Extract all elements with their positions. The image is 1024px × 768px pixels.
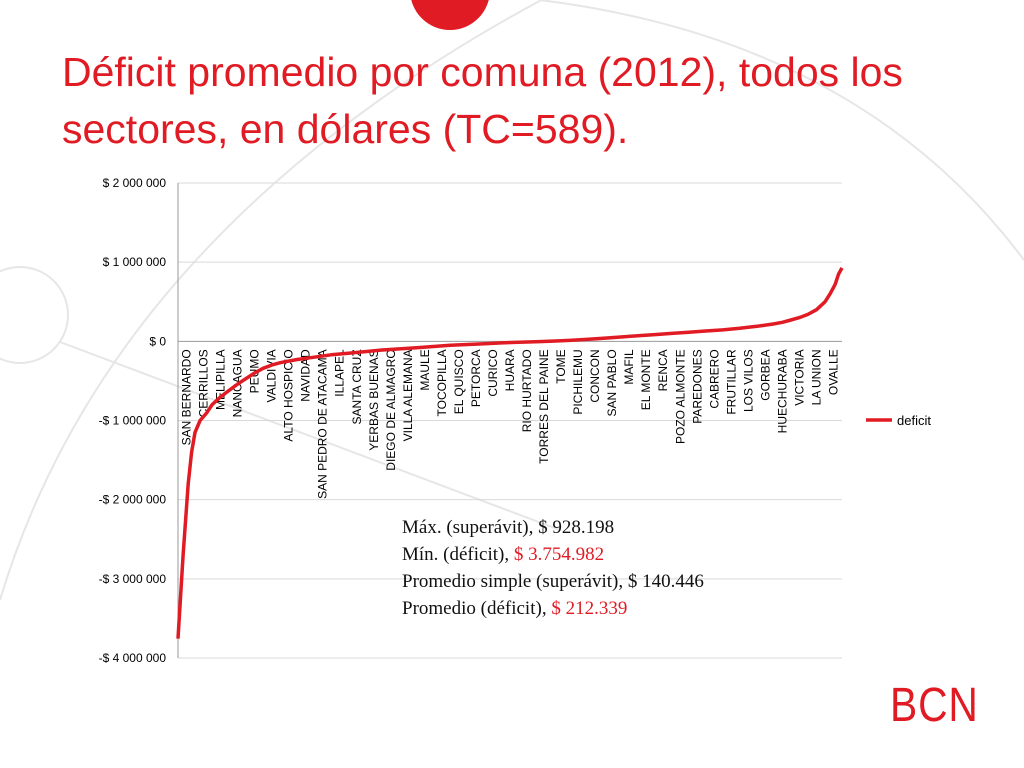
category-label: VALDIVIA bbox=[265, 349, 279, 402]
category-label: HUARA bbox=[503, 349, 517, 391]
legend-label-deficit: deficit bbox=[897, 413, 931, 428]
y-tick-label: -$ 1 000 000 bbox=[99, 414, 167, 428]
category-label: TOCOPILLA bbox=[435, 349, 449, 416]
category-label: TOME bbox=[554, 349, 568, 383]
stat-min-value: $ 3.754.982 bbox=[513, 544, 605, 565]
category-label: NAVIDAD bbox=[299, 349, 313, 402]
decor-arc-right bbox=[539, 0, 1024, 261]
category-label: ALTO HOSPICIO bbox=[282, 349, 296, 441]
category-label: LA UNION bbox=[809, 349, 823, 405]
stats-box: Máx. (superávit), $ 928.198 Mín. (défici… bbox=[402, 514, 704, 622]
bcn-logo: BCN bbox=[890, 679, 979, 732]
decor-line bbox=[59, 341, 561, 531]
grid-lines bbox=[178, 182, 842, 659]
y-tick-label: -$ 4 000 000 bbox=[99, 651, 167, 665]
category-label: RIO HURTADO bbox=[520, 349, 534, 432]
legend: deficit bbox=[866, 413, 931, 428]
y-tick-label: $ 2 000 000 bbox=[103, 176, 167, 190]
category-label: CABRERO bbox=[707, 349, 721, 408]
stat-simple-avg: Promedio simple (superávit), $ 140.446 bbox=[402, 571, 704, 592]
category-label: DIEGO DE ALMAGRO bbox=[384, 349, 398, 470]
category-labels: SAN BERNARDO CERRILLOS MELIPILLA NANCAGUA PE… bbox=[180, 349, 841, 499]
stat-avg: Promedio (déficit), $ 212.339 bbox=[402, 598, 628, 619]
y-tick-label: $ 0 bbox=[149, 334, 166, 348]
category-label: LOS VILOS bbox=[741, 349, 755, 412]
category-label: EL QUISCO bbox=[452, 349, 466, 414]
y-tick-labels: $ 2 000 000 $ 1 000 000 $ 0 -$ 1 000 000 -$ … bbox=[99, 176, 167, 665]
category-label: SAN PEDRO DE ATACAMA bbox=[316, 349, 330, 499]
category-label: PICHILEMU bbox=[571, 349, 585, 414]
category-label: EL MONTE bbox=[639, 349, 653, 410]
category-label: ILLAPEL bbox=[333, 349, 347, 397]
category-label: OVALLE bbox=[826, 349, 840, 395]
category-label: RENCA bbox=[656, 349, 670, 391]
category-label: HUECHURABA bbox=[775, 349, 789, 433]
category-label: FRUTILLAR bbox=[724, 349, 738, 415]
stat-simple-avg-value: $ 140.446 bbox=[627, 571, 704, 592]
category-label: MAULE bbox=[418, 349, 432, 390]
stat-max: Máx. (superávit), $ 928.198 bbox=[402, 517, 615, 538]
category-label: SAN PABLO bbox=[605, 349, 619, 416]
category-label: TORRES DEL PAINE bbox=[537, 349, 551, 463]
category-label: VILLA ALEMANA bbox=[401, 349, 415, 441]
category-label: PAREDONES bbox=[690, 349, 704, 423]
category-label: POZO ALMONTE bbox=[673, 349, 687, 444]
category-label: MAFIL bbox=[622, 349, 636, 385]
y-tick-label: $ 1 000 000 bbox=[103, 255, 167, 269]
category-label: YERBAS BUENAS bbox=[367, 349, 381, 450]
category-label: CURICO bbox=[486, 349, 500, 396]
category-label: CONCON bbox=[588, 349, 602, 402]
page-title: Déficit promedio por comuna (2012), todo… bbox=[62, 49, 903, 152]
category-label: CERRILLOS bbox=[197, 349, 211, 417]
y-tick-label: -$ 2 000 000 bbox=[99, 493, 167, 507]
series-line-deficit bbox=[176, 267, 844, 639]
stat-min: Mín. (déficit), $ 3.754.982 bbox=[402, 544, 605, 565]
category-label: GORBEA bbox=[758, 349, 772, 400]
category-label: SANTA CRUZ bbox=[350, 349, 364, 424]
decor-ring bbox=[0, 266, 69, 364]
y-tick-label: -$ 3 000 000 bbox=[99, 572, 167, 586]
stat-avg-value: $ 212.339 bbox=[551, 598, 628, 619]
category-label: VICTORIA bbox=[792, 349, 806, 405]
decor-red-dot bbox=[411, 0, 489, 30]
category-label: SAN BERNARDO bbox=[180, 349, 194, 445]
decor-arc-left bbox=[0, 0, 544, 601]
stat-max-value: $ 928.198 bbox=[538, 517, 615, 538]
category-label: PETORCA bbox=[469, 349, 483, 407]
